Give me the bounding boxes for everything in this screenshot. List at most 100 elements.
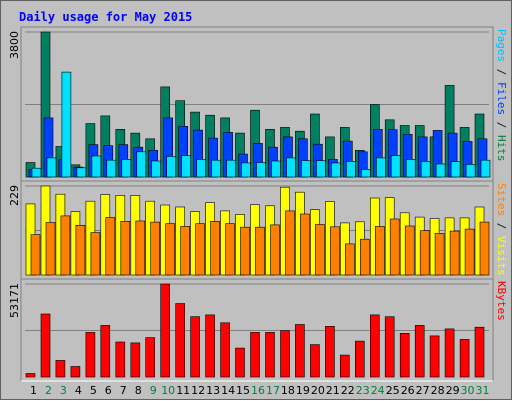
- bar-kbytes-30: [459, 339, 470, 378]
- day-axis: 1 2 3 4 5 6 7 8 9 10 11 12 13 14 15 16 17 18 19 20 21 22 23 24 2…: [30, 384, 490, 397]
- bar-sites-11: [180, 226, 190, 276]
- bar-kbytes-31: [474, 326, 485, 378]
- bar-sites-13: [210, 221, 220, 276]
- bar-pages-23: [360, 169, 371, 178]
- bar-kbytes-29: [444, 328, 455, 378]
- bar-sites-20: [315, 224, 325, 276]
- bar-kbytes-11: [175, 303, 185, 378]
- bar-pages-21: [331, 162, 341, 178]
- bar-pages-30: [465, 164, 476, 178]
- bar-sites-23: [359, 238, 370, 276]
- bar-sites-28: [434, 233, 445, 276]
- bar-sites-26: [404, 225, 415, 276]
- day-label-6: 6: [105, 384, 112, 397]
- bar-kbytes-27: [414, 325, 425, 378]
- day-label-5: 5: [90, 384, 97, 397]
- bar-sites-17: [270, 224, 280, 276]
- legend-item: Sites: [495, 183, 508, 216]
- bar-kbytes-13: [205, 314, 215, 378]
- bar-kbytes-20: [310, 344, 320, 378]
- bar-kbytes-25: [384, 316, 395, 378]
- bar-pages-5: [91, 155, 102, 178]
- legend-item: Pages: [495, 29, 508, 62]
- bar-kbytes-22: [339, 354, 350, 378]
- bar-pages-13: [211, 159, 221, 178]
- bar-pages-6: [106, 159, 117, 178]
- day-label-10: 10: [161, 384, 175, 397]
- legend-item: /: [495, 115, 508, 135]
- bar-kbytes-8: [130, 342, 141, 378]
- legend-item: KBytes: [495, 281, 508, 321]
- day-label-4: 4: [75, 384, 82, 397]
- bar-sites-19: [300, 213, 310, 276]
- day-label-21: 21: [326, 384, 340, 397]
- legend-item: Files: [495, 82, 508, 115]
- bar-pages-4: [76, 167, 87, 178]
- bar-kbytes-5: [85, 332, 96, 378]
- bar-pages-12: [196, 159, 206, 178]
- bar-kbytes-24: [369, 314, 380, 378]
- bar-pages-18: [286, 157, 296, 178]
- bar-kbytes-2: [40, 313, 51, 378]
- bar-kbytes-10: [160, 283, 170, 378]
- bar-pages-19: [301, 160, 311, 178]
- day-label-20: 20: [311, 384, 325, 397]
- day-label-17: 17: [266, 384, 280, 397]
- bar-kbytes-14: [220, 322, 230, 378]
- legend-visits: Sites / Visits: [495, 183, 508, 276]
- bar-sites-21: [330, 226, 340, 276]
- bar-sites-12: [195, 223, 205, 276]
- bar-sites-22: [344, 243, 355, 276]
- panel-hits: 3800 Pages / Files / Hits: [8, 26, 508, 182]
- bar-sites-16: [255, 226, 265, 276]
- bar-pages-10: [166, 156, 176, 178]
- bar-kbytes-19: [295, 324, 305, 378]
- day-label-23: 23: [356, 384, 370, 397]
- legend-item: Hits: [495, 135, 508, 162]
- bar-kbytes-23: [354, 340, 365, 378]
- bar-sites-2: [45, 222, 56, 276]
- bar-pages-26: [405, 159, 416, 178]
- bar-sites-27: [419, 230, 430, 276]
- bar-kbytes-7: [115, 341, 126, 378]
- bar-sites-4: [75, 225, 86, 276]
- legend-item: /: [495, 216, 508, 236]
- bar-pages-22: [345, 161, 356, 178]
- bar-kbytes-6: [100, 325, 111, 378]
- day-label-30: 30: [461, 384, 475, 397]
- bar-kbytes-9: [145, 337, 155, 378]
- chart-title: Daily usage for May 2015: [19, 10, 192, 24]
- bar-pages-28: [435, 163, 446, 178]
- day-label-2: 2: [45, 384, 52, 397]
- day-label-9: 9: [150, 384, 157, 397]
- bar-sites-8: [135, 220, 146, 276]
- bar-pages-3: [61, 71, 72, 178]
- day-label-13: 13: [206, 384, 220, 397]
- panel-kbytes: 53171 KBytes: [8, 278, 508, 382]
- bar-pages-2: [46, 157, 57, 178]
- bar-kbytes-17: [265, 332, 275, 378]
- bar-pages-27: [420, 161, 431, 178]
- bar-pages-31: [480, 159, 491, 178]
- bar-sites-1: [30, 234, 41, 276]
- bar-sites-3: [60, 215, 71, 276]
- day-label-26: 26: [401, 384, 415, 397]
- bar-kbytes-21: [325, 325, 335, 378]
- bar-sites-29: [449, 230, 460, 276]
- day-label-3: 3: [60, 384, 67, 397]
- bar-sites-24: [374, 226, 385, 276]
- day-label-14: 14: [221, 384, 235, 397]
- day-label-12: 12: [191, 384, 205, 397]
- day-label-8: 8: [135, 384, 142, 397]
- bar-pages-17: [271, 160, 281, 178]
- day-label-19: 19: [296, 384, 310, 397]
- bar-pages-7: [121, 159, 132, 178]
- legend-item: /: [495, 62, 508, 82]
- series-kbytes: [25, 283, 485, 378]
- max-label-hits: 3800: [8, 31, 21, 59]
- series-visits: [25, 185, 485, 276]
- series-pages: [31, 71, 491, 178]
- legend-item: Visits: [495, 236, 508, 276]
- bar-pages-11: [181, 155, 191, 178]
